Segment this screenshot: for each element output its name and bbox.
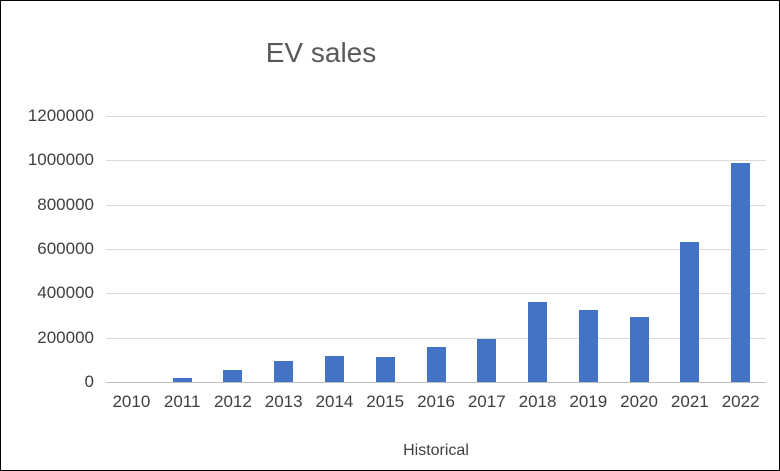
plot-area	[106, 116, 766, 383]
x-tick-label: 2012	[214, 392, 252, 411]
bar-2020	[629, 316, 649, 382]
y-tick-label: 600000	[37, 239, 94, 258]
y-gridline	[106, 116, 766, 117]
x-tick-label: 2018	[518, 392, 557, 411]
y-tick-label: 200000	[37, 327, 94, 347]
x-tick-label: 2013	[264, 392, 303, 411]
x-tick-label: 2011	[163, 392, 201, 411]
x-tick-label: 2016	[417, 392, 455, 411]
bar-2017	[477, 338, 497, 382]
y-gridline	[106, 249, 766, 250]
y-tick-label: 400000	[37, 283, 94, 303]
x-tick-label: 2021	[670, 392, 709, 411]
y-gridline	[106, 337, 766, 339]
chart-title: EV sales	[265, 37, 377, 68]
y-gridline	[106, 293, 766, 295]
bar-2013	[274, 360, 294, 382]
y-tick-label: 0	[84, 372, 94, 391]
x-tick-label: 2015	[366, 392, 405, 411]
bar-2021	[680, 242, 700, 382]
bar-2022	[731, 162, 751, 382]
x-axis-line	[106, 382, 766, 383]
x-tick-label: 2014	[315, 392, 354, 411]
x-tick-label: 2010	[112, 392, 151, 411]
x-tick-label: 2017	[467, 392, 506, 411]
y-tick-label: 1200000	[27, 106, 94, 125]
bar-2019	[578, 309, 598, 382]
y-tick-label: 800000	[37, 194, 94, 214]
bar-2016	[426, 346, 446, 382]
x-tick-label: 2019	[569, 392, 608, 411]
y-gridline	[106, 160, 766, 162]
y-tick-label: 1000000	[27, 150, 94, 170]
bar-2011	[172, 378, 192, 382]
x-tick-label: 2022	[721, 392, 760, 411]
bar-2014	[324, 355, 344, 382]
bar-2018	[528, 302, 548, 382]
y-gridline	[106, 204, 766, 206]
bar-2012	[223, 370, 243, 382]
x-axis-title: Historical	[403, 442, 469, 459]
x-tick-label: 2020	[620, 392, 658, 411]
bar-2015	[375, 356, 395, 382]
